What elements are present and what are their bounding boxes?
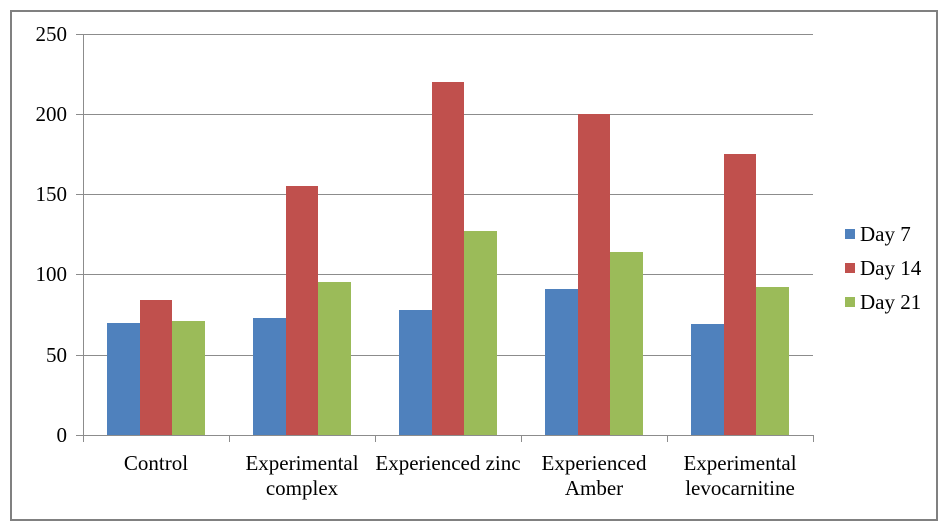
x-axis-tick-mark bbox=[521, 436, 522, 442]
x-axis-tick-mark bbox=[813, 436, 814, 442]
x-axis-tick-mark bbox=[229, 436, 230, 442]
bar-day14-experimental-complex bbox=[285, 186, 319, 435]
bar-day7-experimental-levocarnitine bbox=[691, 324, 724, 435]
bar-day21-experienced-amber bbox=[610, 251, 643, 435]
category-label: Experimental levocarnitine bbox=[683, 451, 797, 500]
category-label: Control bbox=[123, 451, 189, 475]
legend-label: Day 21 bbox=[860, 290, 922, 314]
y-axis-tick-mark bbox=[76, 194, 83, 196]
bar-day7-experienced-amber bbox=[545, 288, 578, 435]
category-label: Experienced zinc bbox=[375, 451, 521, 475]
y-axis-tick-mark bbox=[76, 354, 83, 356]
y-axis-tick-label: 200 bbox=[35, 101, 68, 126]
legend-label: Day 14 bbox=[860, 256, 922, 280]
legend-label: Day 7 bbox=[860, 222, 911, 246]
y-axis-tick-label: 50 bbox=[46, 342, 67, 367]
y-axis-tick-label: 100 bbox=[35, 262, 68, 287]
legend-item-day-14: Day 14 bbox=[845, 256, 922, 280]
bar-day14-experimental-levocarnitine bbox=[723, 153, 757, 435]
y-axis-tick-label: 250 bbox=[35, 21, 68, 46]
x-axis-tick-mark bbox=[375, 436, 376, 442]
bar-day14-experienced-zinc bbox=[431, 81, 465, 435]
bar-day21-control bbox=[172, 320, 205, 435]
y-axis-tick-label: 150 bbox=[35, 182, 68, 207]
legend-color-swatch bbox=[845, 297, 855, 307]
legend-color-swatch bbox=[845, 263, 855, 273]
bar-day21-experienced-zinc bbox=[464, 231, 497, 435]
bar-day7-control bbox=[107, 322, 140, 435]
bar-day14-control bbox=[139, 300, 173, 435]
y-axis-tick-mark bbox=[76, 274, 83, 276]
x-axis-tick-mark bbox=[667, 436, 668, 442]
bar-day21-experimental-levocarnitine bbox=[756, 287, 789, 435]
bar-day7-experimental-complex bbox=[253, 317, 286, 435]
y-axis-tick-mark bbox=[76, 435, 83, 436]
bar-day7-experienced-zinc bbox=[399, 309, 432, 435]
x-axis-line bbox=[83, 435, 814, 436]
category-label: Experienced Amber bbox=[541, 451, 647, 500]
legend-item-day-21: Day 21 bbox=[845, 290, 922, 314]
y-axis-tick-mark bbox=[76, 33, 83, 35]
bar-day21-experimental-complex bbox=[318, 282, 351, 435]
y-gridline bbox=[84, 33, 813, 35]
y-axis-tick-label: 0 bbox=[56, 423, 68, 447]
y-axis-line bbox=[83, 33, 84, 435]
chart-border-frame bbox=[10, 10, 938, 521]
x-axis-tick-mark bbox=[83, 436, 84, 442]
legend-item-day-7: Day 7 bbox=[845, 222, 911, 246]
y-axis-tick-mark bbox=[76, 113, 83, 115]
bar-day14-experienced-amber bbox=[577, 113, 611, 435]
legend-color-swatch bbox=[845, 229, 855, 239]
category-label: Experimental complex bbox=[245, 451, 359, 500]
